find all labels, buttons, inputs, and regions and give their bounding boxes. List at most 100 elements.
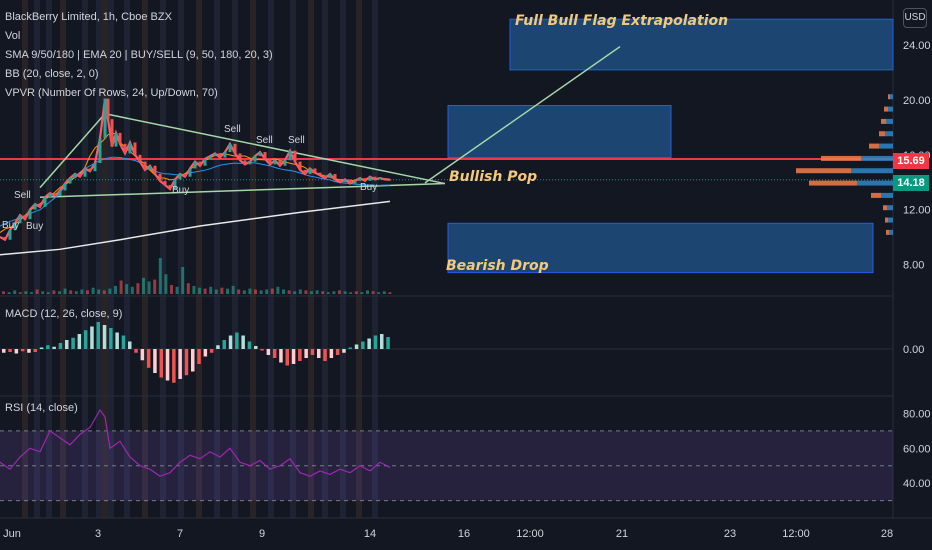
macd-histogram-bar — [83, 330, 88, 349]
vpvr-up-bar — [886, 118, 893, 124]
candle — [173, 179, 177, 190]
legend-vpvr[interactable]: VPVR (Number Of Rows, 24, Up/Down, 70) — [5, 87, 218, 99]
vpvr-up-bar — [861, 155, 893, 161]
session-stripe — [82, 0, 88, 518]
legend: BlackBerry Limited, 1h, Cboe BZX Vol SMA… — [5, 8, 273, 103]
candle — [318, 172, 322, 176]
session-stripe — [232, 0, 238, 518]
macd-histogram-bar — [134, 349, 138, 353]
annotation-full-bull[interactable]: Full Bull Flag Extrapolation — [515, 13, 729, 29]
macd-histogram-bar — [235, 332, 239, 349]
projection-box — [509, 18, 894, 71]
volume-bar — [326, 292, 330, 294]
session-stripe — [142, 0, 148, 518]
candle — [223, 152, 227, 158]
legend-vol[interactable]: Vol — [5, 30, 21, 42]
currency-button[interactable]: USD — [903, 8, 927, 28]
volume-bar — [310, 291, 313, 294]
volume-bar — [276, 286, 280, 294]
macd-histogram-bar — [90, 326, 94, 349]
macd-histogram-bar — [260, 349, 264, 351]
candle — [143, 161, 147, 170]
signal-buy: Buy — [26, 221, 43, 232]
legend-bb[interactable]: BB (20, close, 2, 0) — [5, 68, 99, 80]
candle — [383, 178, 387, 180]
time-axis-tick: 21 — [616, 528, 628, 540]
price-line — [0, 98, 391, 242]
macd-histogram-bar — [128, 341, 132, 349]
candle — [28, 209, 32, 220]
volume-bar — [321, 291, 325, 294]
macd-histogram-bar — [272, 349, 277, 358]
candle — [338, 179, 342, 183]
volume-bar — [237, 289, 241, 294]
macd-histogram-bar — [20, 349, 25, 352]
vpvr-up-bar — [857, 180, 893, 186]
macd-histogram-bar — [191, 349, 195, 372]
macd-histogram-bar — [146, 349, 151, 368]
macd-histogram-bar — [178, 349, 182, 379]
rsi-label[interactable]: RSI (14, close) — [5, 402, 78, 414]
macd-label[interactable]: MACD (12, 26, close, 9) — [5, 308, 123, 320]
price-axis-tick: 12.00 — [903, 205, 931, 217]
macd-histogram-bar — [266, 349, 271, 355]
macd-histogram-bar — [65, 340, 69, 349]
session-stripe — [22, 0, 28, 518]
macd-histogram-bar — [310, 349, 315, 355]
volume-bar — [24, 291, 28, 294]
session-stripe — [290, 0, 296, 518]
volume-bar — [186, 283, 190, 294]
volume-bar — [298, 289, 302, 294]
volume-bar — [147, 281, 151, 294]
volume-bar — [377, 292, 381, 294]
vpvr-up-bar — [879, 143, 893, 149]
vpvr-up-bar — [885, 131, 893, 137]
session-stripe — [108, 0, 114, 518]
candle — [38, 204, 42, 207]
vpvr-down-bar — [881, 118, 886, 124]
macd-histogram-bar — [39, 347, 44, 349]
volume-bar — [287, 290, 291, 294]
time-axis-tick: 16 — [458, 528, 470, 540]
rsi-line — [0, 408, 391, 477]
volume-bar — [58, 291, 61, 294]
signal-sell: Sell — [224, 124, 241, 135]
macd-histogram-bar — [2, 349, 6, 353]
annotation-bullish-pop[interactable]: Bullish Pop — [449, 169, 538, 185]
candle — [114, 132, 118, 147]
vpvr-down-bar — [885, 217, 888, 223]
candle — [133, 142, 137, 155]
candle — [203, 158, 207, 166]
candle — [333, 173, 337, 180]
volume-bar — [242, 290, 246, 294]
macd-histogram-bar — [285, 349, 289, 366]
candle — [103, 98, 107, 139]
volume-bar — [80, 289, 84, 294]
session-stripe — [102, 0, 108, 518]
annotation-bearish-drop[interactable]: Bearish Drop — [446, 258, 549, 274]
volume-bar — [153, 279, 157, 294]
macd-histogram-bar — [279, 349, 283, 363]
volume-bar — [265, 289, 269, 294]
candle — [258, 152, 262, 157]
macd-histogram-bar — [304, 349, 308, 358]
volume-bar — [209, 286, 213, 294]
volume-bar — [2, 291, 5, 294]
candle — [268, 158, 272, 165]
legend-sma[interactable]: SMA 9/50/180 | EMA 20 | BUY/SELL (9, 50,… — [5, 49, 273, 61]
volume-bar — [254, 289, 257, 294]
macd-histogram-bar — [197, 349, 201, 364]
legend-symbol[interactable]: BlackBerry Limited, 1h, Cboe BZX — [5, 11, 172, 23]
macd-histogram-bar — [386, 337, 390, 349]
macd-histogram-bar — [115, 332, 119, 349]
volume-bar — [175, 286, 179, 294]
macd-histogram-bar — [348, 347, 352, 349]
macd-histogram-bar — [96, 322, 100, 349]
volume-bar — [315, 290, 319, 294]
macd-histogram-bar — [33, 349, 37, 352]
macd-histogram-bar — [367, 338, 371, 349]
projection-box — [447, 104, 672, 159]
volume-bar — [108, 288, 112, 294]
macd-histogram-bar — [8, 349, 12, 352]
